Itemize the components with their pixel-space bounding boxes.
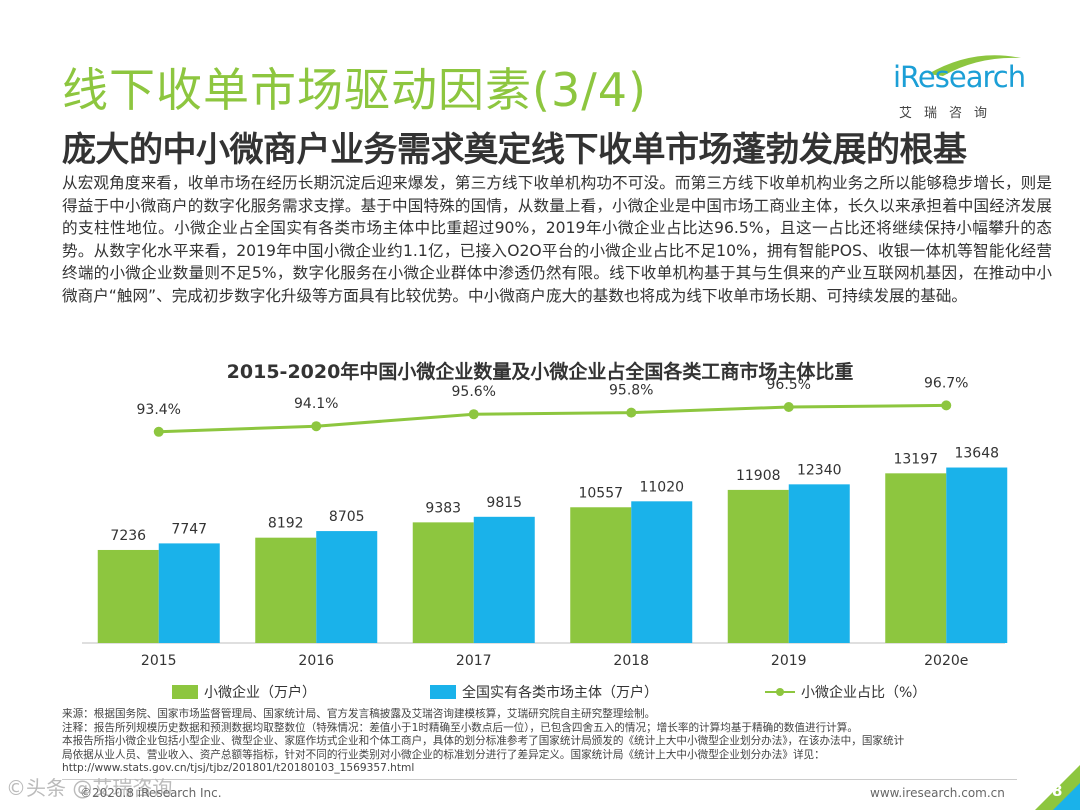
corner-decoration — [1035, 765, 1080, 810]
notes-url[interactable]: http://www.stats.gov.cn/tjsj/tjbz/201801… — [62, 762, 415, 775]
x-tick-label: 2018 — [613, 653, 649, 669]
bar-small-micro — [97, 549, 159, 643]
ratio-point — [941, 400, 952, 411]
x-tick-label: 2020e — [924, 653, 968, 669]
bar-small-micro — [570, 507, 632, 643]
bar-small-micro — [727, 489, 789, 643]
legend-swatch-green — [172, 685, 198, 699]
bar-all-entities — [631, 501, 693, 643]
logo-cn: 艾瑞咨询 — [899, 106, 1000, 121]
bar-value-label: 8705 — [329, 509, 365, 525]
bar-value-label: 12340 — [797, 462, 842, 478]
bar-all-entities — [473, 516, 535, 643]
logo-swoosh-icon — [928, 55, 1021, 76]
ratio-value-label: 93.4% — [137, 402, 181, 418]
ratio-line — [158, 403, 947, 434]
page-number: 8 — [1052, 782, 1063, 800]
page-title: 线下收单市场驱动因素(3/4) — [62, 63, 647, 117]
bar-value-label: 8192 — [268, 516, 304, 532]
chart-legend: 小微企业（万户） 全国实有各类市场主体（万户） 小微企业占比（%） — [0, 682, 1080, 702]
bar-value-label: 11908 — [736, 468, 781, 484]
notes-note: 注释：报告所列规模历史数据和预测数据均取整数位（特殊情况：差值小于1时精确至小数… — [62, 721, 858, 734]
bar-small-micro — [412, 522, 474, 643]
body-paragraph: 从宏观角度来看，收单市场在经历长期沉淀后迎来爆发，第三方线下收单机构功不可没。而… — [62, 174, 1052, 305]
bar-all-entities — [316, 531, 378, 643]
bar-small-micro — [885, 473, 947, 643]
watermark: ©头条 @艾瑞咨询 — [6, 776, 173, 800]
bar-value-label: 7236 — [110, 528, 146, 544]
notes-definition-2: 局依据从业人员、营业收入、资产总额等指标，针对不同的行业类别对小微企业的标准划分… — [62, 748, 825, 761]
ratio-point — [153, 426, 164, 437]
iresearch-logo: iResearch 艾瑞咨询 — [893, 55, 1026, 121]
ratio-point — [311, 421, 322, 432]
legend-label: 小微企业（万户） — [204, 685, 316, 701]
legend-label: 全国实有各类市场主体（万户） — [462, 685, 658, 701]
legend-swatch-blue — [430, 685, 456, 699]
ratio-value-label: 95.6% — [452, 384, 496, 400]
bar-small-micro — [255, 537, 317, 643]
bar-value-label: 13197 — [893, 451, 938, 467]
footer-website[interactable]: www.iresearch.com.cn — [870, 786, 1005, 800]
notes-definition-1: 本报告所指小微企业包括小型企业、微型企业、家庭作坊式企业和个体工商户，具体的划分… — [62, 735, 905, 748]
page-subtitle: 庞大的中小微商户业务需求奠定线下收单市场蓬勃发展的根基 — [62, 130, 967, 170]
x-tick-label: 2016 — [298, 653, 334, 669]
legend-line-marker-icon — [765, 685, 795, 699]
ratio-value-label: 95.8% — [609, 383, 653, 399]
legend-item-ratio: 小微企业占比（%） — [765, 682, 926, 702]
bar-value-label: 9815 — [486, 495, 522, 511]
bar-all-entities — [788, 484, 850, 643]
bar-value-label: 11020 — [639, 479, 684, 495]
footer-divider — [62, 779, 1017, 780]
bar-value-label: 10557 — [578, 485, 623, 501]
bar-value-label: 7747 — [171, 521, 207, 537]
chart-title: 2015-2020年中国小微企业数量及小微企业占全国各类工商市场主体比重 — [226, 361, 854, 383]
bar-all-entities — [946, 467, 1008, 643]
footer-copyright: ©2020.8 iResearch Inc. — [80, 786, 222, 800]
x-tick-label: 2015 — [141, 653, 177, 669]
ratio-value-label: 94.1% — [294, 396, 338, 412]
bar-all-entities — [158, 543, 220, 643]
legend-label: 小微企业占比（%） — [801, 685, 927, 701]
x-tick-label: 2017 — [456, 653, 492, 669]
logo-text: iResearch — [893, 60, 1026, 94]
ratio-point — [783, 402, 794, 412]
bar-value-label: 9383 — [425, 500, 461, 516]
x-tick-label: 2019 — [771, 653, 807, 669]
legend-item-all-entities: 全国实有各类市场主体（万户） — [430, 682, 658, 702]
ratio-value-label: 96.5% — [767, 377, 811, 393]
notes-block: 来源：根据国务院、国家市场监督管理局、国家统计局、官方发言稿披露及艾瑞咨询建模核… — [62, 708, 1032, 776]
ratio-point — [626, 407, 637, 418]
notes-source: 来源：根据国务院、国家市场监督管理局、国家统计局、官方发言稿披露及艾瑞咨询建模核… — [62, 708, 656, 720]
ratio-value-label: 96.7% — [924, 375, 968, 391]
ratio-point — [468, 409, 479, 420]
legend-item-small-micro: 小微企业（万户） — [172, 682, 316, 702]
bar-value-label: 13648 — [954, 446, 999, 462]
